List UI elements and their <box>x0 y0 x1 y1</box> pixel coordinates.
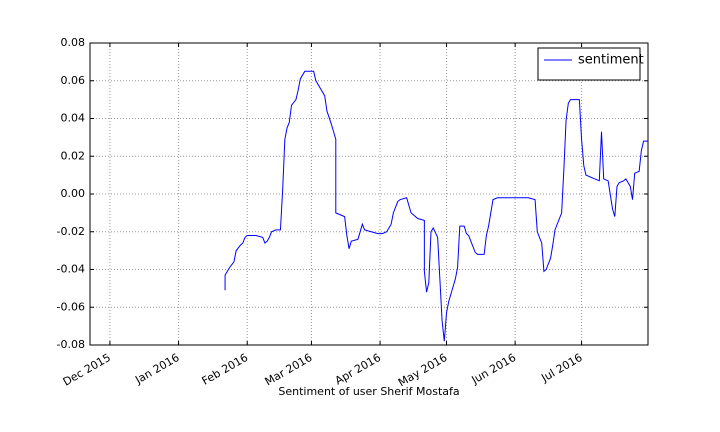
y-tick-label: 0.00 <box>61 187 86 200</box>
y-tick-label: 0.02 <box>61 149 86 162</box>
y-tick-label: 0.04 <box>61 112 86 125</box>
legend-box <box>537 47 641 81</box>
legend-label: sentiment <box>578 53 644 68</box>
y-tick-label: -0.04 <box>57 263 85 276</box>
y-tick-label: 0.08 <box>61 36 86 49</box>
x-axis-label: Sentiment of user Sherif Mostafa <box>278 385 459 398</box>
plot-frame <box>89 42 649 346</box>
y-tick-label: -0.06 <box>57 300 85 313</box>
y-tick-label: -0.08 <box>57 338 85 351</box>
data-line <box>224 70 648 342</box>
y-tick-label: -0.02 <box>57 225 85 238</box>
y-tick-label: 0.06 <box>61 74 86 87</box>
